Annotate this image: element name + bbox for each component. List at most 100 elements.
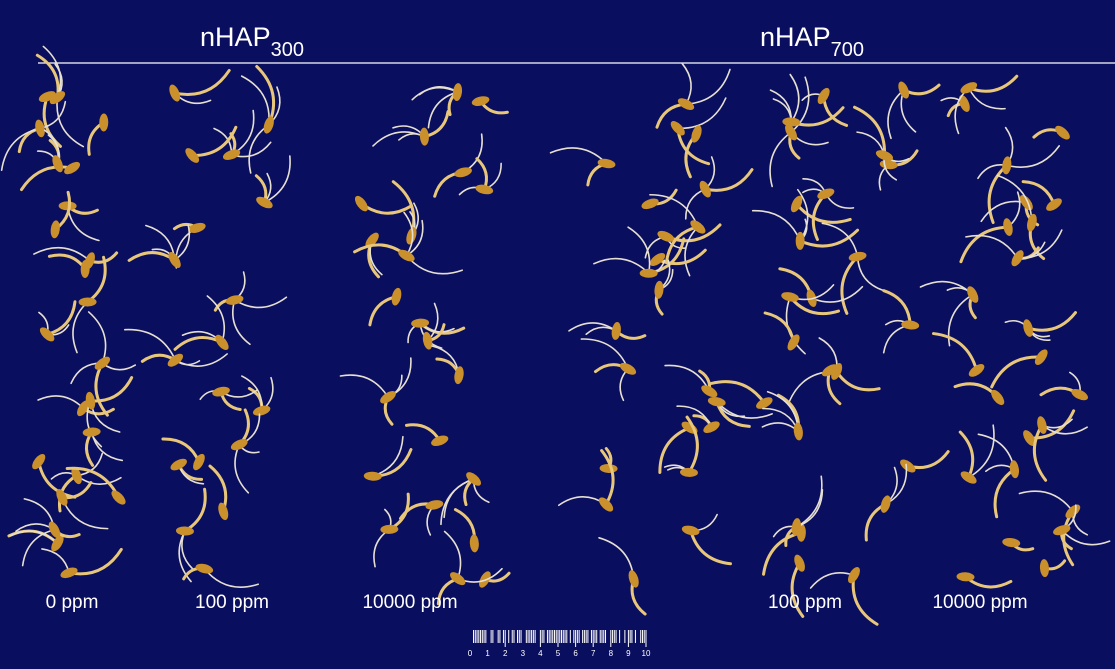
seedling — [959, 191, 1021, 264]
root — [919, 280, 974, 296]
root — [90, 431, 124, 462]
seedling — [965, 229, 1063, 267]
seedling — [85, 376, 134, 448]
ruler-label: 10 — [642, 649, 651, 658]
seedling — [471, 96, 509, 115]
seed — [170, 458, 187, 471]
label: 100 ppm — [768, 592, 842, 613]
root — [0, 127, 41, 171]
seedling — [919, 280, 979, 347]
root — [809, 572, 855, 589]
seedling — [433, 133, 483, 198]
seedling — [769, 76, 829, 188]
seed — [35, 119, 45, 138]
root — [178, 530, 192, 583]
seed — [225, 295, 244, 305]
seed — [619, 362, 637, 375]
root — [790, 76, 810, 134]
ruler-label: 0 — [468, 649, 473, 658]
seedling — [208, 464, 229, 521]
seed — [1003, 218, 1013, 236]
seedling — [557, 449, 615, 512]
root — [769, 89, 793, 123]
root — [161, 437, 201, 464]
seedling — [20, 161, 81, 192]
seed — [701, 385, 718, 398]
seed — [1027, 213, 1037, 232]
seed — [677, 98, 695, 111]
seed — [398, 249, 415, 262]
root — [94, 361, 109, 417]
seed — [99, 113, 109, 132]
seed — [52, 155, 64, 173]
seed — [77, 400, 90, 417]
seedling — [15, 498, 81, 567]
seedling — [32, 453, 77, 499]
seed — [848, 251, 867, 262]
root — [339, 374, 389, 399]
scale-bar: 0 1 2 3 4 5 6 7 8 9 10 — [468, 630, 651, 658]
seed — [991, 389, 1005, 406]
root — [75, 474, 122, 485]
label: 100 ppm — [195, 592, 269, 613]
root — [405, 254, 464, 275]
header-subscript: 300 — [270, 39, 304, 61]
seedling — [230, 408, 261, 494]
root — [173, 336, 224, 351]
root — [821, 222, 859, 258]
seed — [793, 422, 803, 441]
root — [124, 328, 177, 362]
seedling — [684, 125, 702, 179]
seedling — [458, 157, 502, 196]
root — [87, 311, 107, 364]
root — [260, 376, 274, 412]
seedling — [1032, 125, 1070, 140]
root — [1016, 229, 1063, 260]
root — [1005, 145, 1060, 168]
root — [882, 324, 912, 354]
seedling — [50, 452, 122, 513]
seed — [670, 121, 685, 136]
seedling — [958, 424, 995, 484]
seedling — [853, 105, 910, 181]
seed — [58, 201, 77, 211]
seed — [380, 391, 396, 404]
seedling — [36, 129, 64, 173]
seed — [94, 356, 111, 370]
seedling — [649, 193, 706, 277]
seedling — [654, 259, 674, 316]
seedling — [956, 572, 1013, 589]
seedling — [213, 109, 272, 160]
seedling — [763, 311, 800, 351]
seed — [419, 127, 429, 146]
seedling — [38, 300, 77, 342]
root — [856, 255, 885, 292]
seedling — [769, 73, 845, 127]
seed — [1053, 524, 1071, 536]
root — [751, 209, 801, 242]
seedling — [778, 267, 864, 307]
seedling — [996, 174, 1046, 261]
seed — [452, 83, 463, 102]
root — [627, 226, 651, 275]
root — [183, 487, 207, 533]
seedling — [772, 475, 824, 547]
seedling — [354, 195, 413, 215]
seedling — [363, 435, 413, 481]
seedling — [802, 177, 855, 241]
header-text: nHAP — [200, 22, 271, 52]
seed — [84, 252, 95, 270]
label: 10000 ppm — [932, 592, 1028, 613]
root — [127, 251, 177, 262]
seedling — [751, 188, 860, 250]
seedling — [240, 64, 281, 174]
seed — [215, 334, 229, 351]
seed — [1002, 537, 1021, 548]
seed — [691, 125, 702, 143]
root — [600, 449, 615, 506]
seed — [78, 297, 97, 307]
ruler-label: 5 — [556, 649, 561, 658]
root — [959, 225, 1010, 264]
root — [810, 285, 864, 303]
seedling — [801, 87, 849, 127]
